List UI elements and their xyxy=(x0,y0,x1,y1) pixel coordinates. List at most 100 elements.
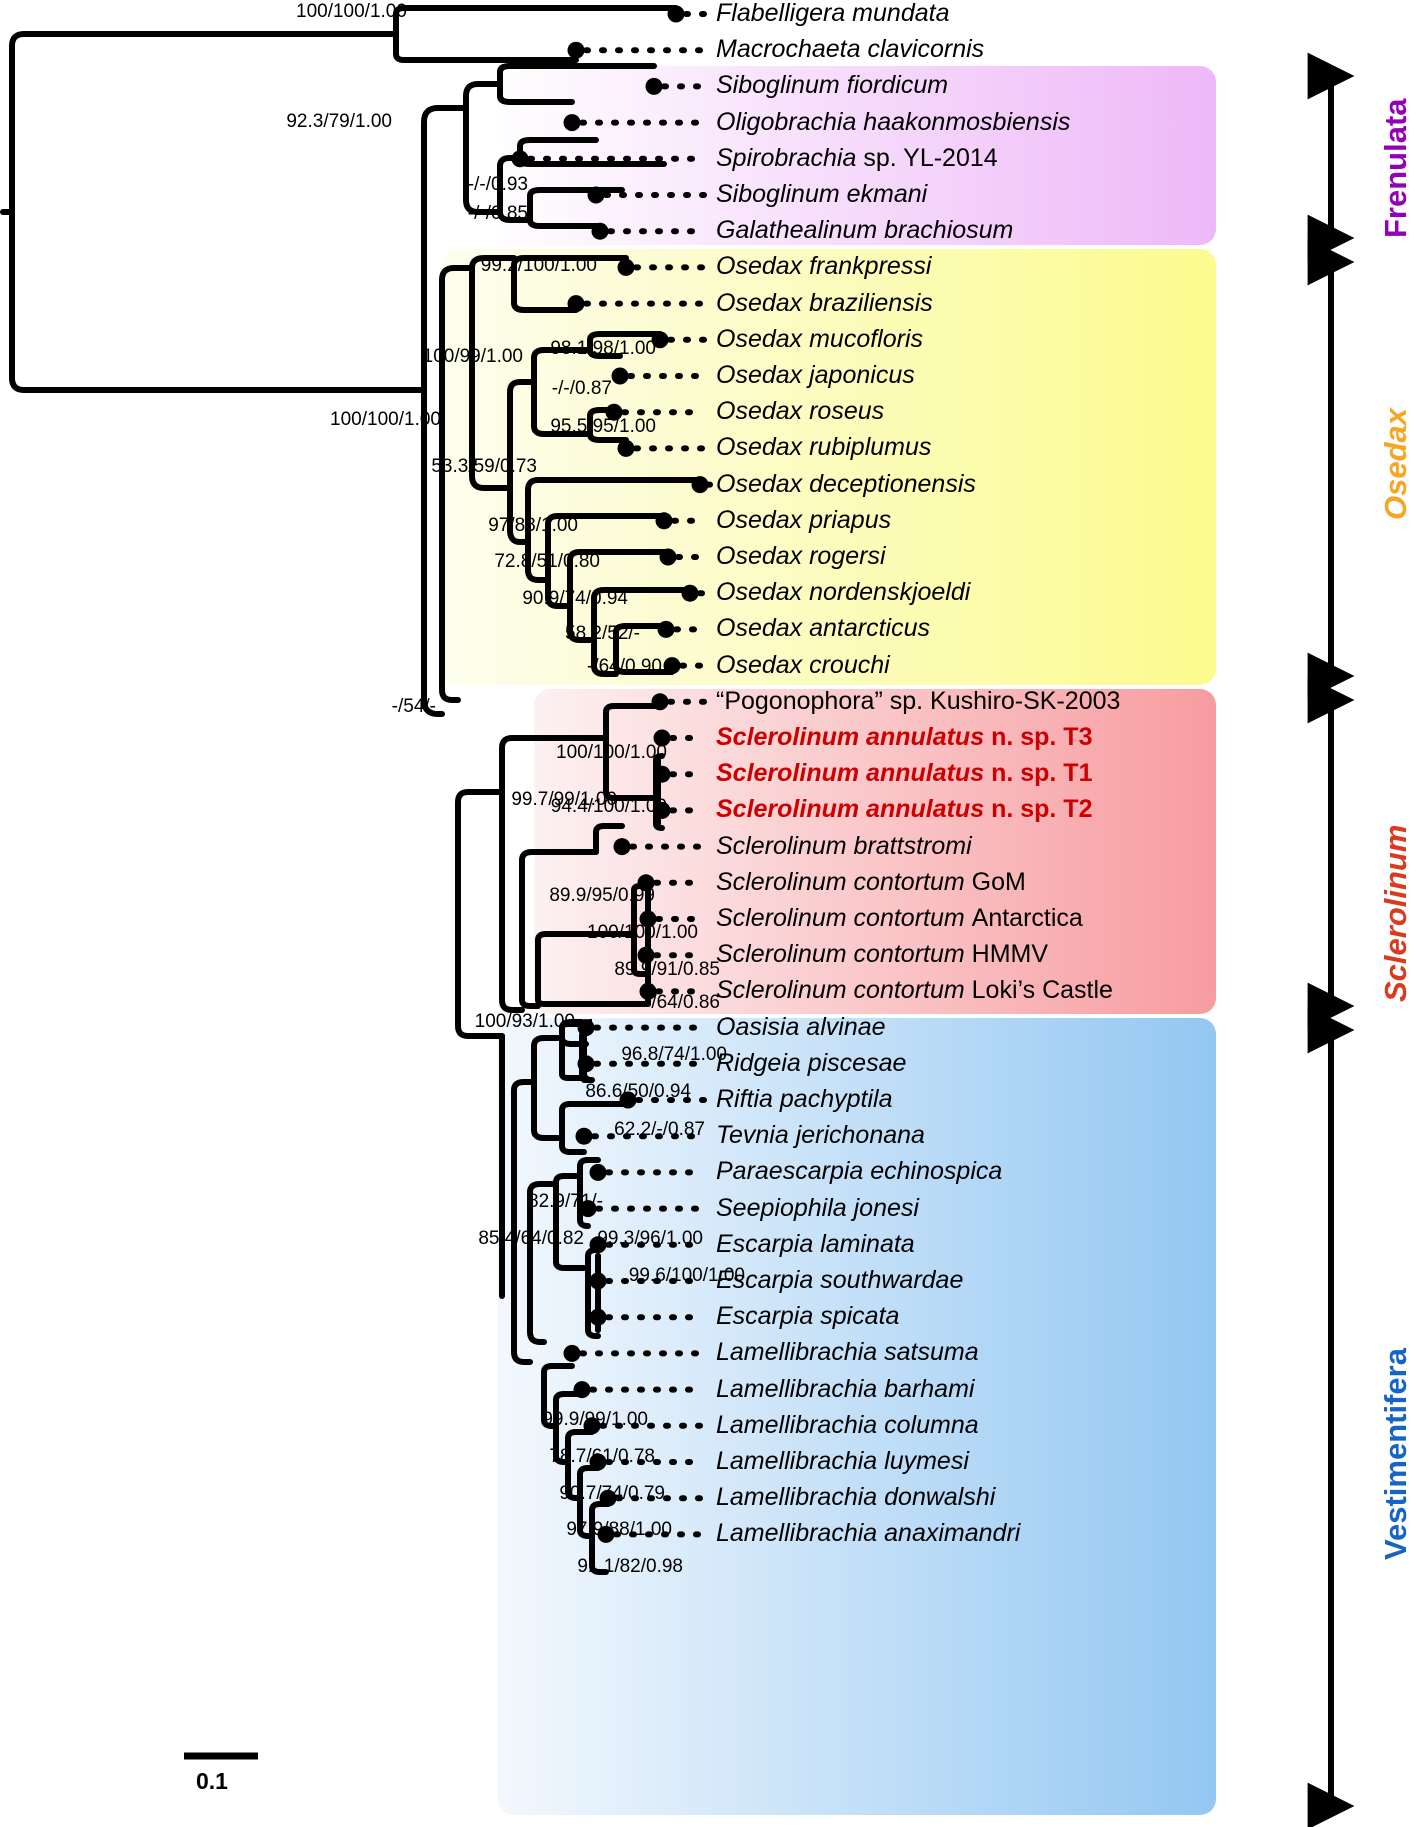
taxon-label: Lamellibrachia barhami xyxy=(716,1374,975,1403)
clade-label-osedax: Osedax xyxy=(1378,407,1413,520)
tree-node-dot xyxy=(667,5,685,23)
tree-node-dot xyxy=(583,1417,601,1435)
taxon-label: Osedax braziliensis xyxy=(716,288,933,317)
support-value-siboglinidae-root: 100/100/1.00 xyxy=(330,409,441,430)
taxon-label: Paraescarpia echinospica xyxy=(716,1157,1003,1186)
taxon-label: Osedax crouchi xyxy=(716,650,890,679)
support-value-vest-node-866: 86.6/50/0.94 xyxy=(585,1081,691,1102)
taxon-label: Osedax antarcticus xyxy=(716,614,930,643)
tree-node-dot xyxy=(567,295,585,313)
tree-node-dot xyxy=(563,1344,581,1362)
taxon-label: Osedax mucofloris xyxy=(716,324,924,353)
support-value-vest-lam-907: 90.7/74/0.79 xyxy=(559,1483,665,1504)
tree-node-dot xyxy=(659,548,677,566)
support-value-osedax-node-728: 72.8/51/0.80 xyxy=(494,551,600,572)
tree-node-dot xyxy=(651,693,669,711)
taxon-label: Escarpia laminata xyxy=(716,1229,915,1258)
tree-node-dot xyxy=(589,1453,607,1471)
taxon-label: Tevnia jerichonana xyxy=(716,1121,925,1150)
support-value-vest-node-829: 82.9/71/- xyxy=(528,1191,603,1212)
taxon-label: Sclerolinum contortum Loki’s Castle xyxy=(716,976,1113,1005)
tree-node-dot xyxy=(577,1019,595,1037)
tree-node-dot xyxy=(617,258,635,276)
clade-bg-sclerolinum xyxy=(534,689,1216,1014)
taxon-label: Oligobrachia haakonmosbiensis xyxy=(716,107,1071,136)
tree-node-dot xyxy=(577,1055,595,1073)
clade-label-vestimentifera: Vestimentifera xyxy=(1378,1348,1413,1560)
taxon-label: Sclerolinum contortum Antarctica xyxy=(716,904,1083,932)
tree-node-dot xyxy=(589,1236,607,1254)
tree-node-dot xyxy=(563,114,581,132)
taxon-label: Sclerolinum brattstromi xyxy=(716,831,972,860)
taxon-label: Flabelligera mundata xyxy=(716,0,950,27)
taxon-label: Riftia pachyptila xyxy=(716,1085,893,1113)
clade-bg-vestimentifera xyxy=(498,1018,1216,1815)
tree-node-dot xyxy=(597,1525,615,1543)
tree-node-dot xyxy=(657,620,675,638)
tree-node-dot xyxy=(591,222,609,240)
taxon-label: Lamellibrachia satsuma xyxy=(716,1338,979,1367)
tree-node-dot xyxy=(655,512,673,530)
tree-node-dot xyxy=(653,729,671,747)
tree-node-dot xyxy=(651,331,669,349)
taxon-label: Seepiophila jonesi xyxy=(716,1193,919,1222)
taxon-label: Escarpia southwardae xyxy=(716,1266,964,1294)
support-value-frenulata-node2: -/-/0.93 xyxy=(467,174,528,195)
tree-node-dot xyxy=(589,1308,607,1326)
support-value-osedax-node-97: 97/88/1.00 xyxy=(488,515,578,536)
support-value-osedax-mucofloris: 98.1/98/1.00 xyxy=(550,338,656,359)
tree-node-dot xyxy=(653,801,671,819)
support-value-frenulata-node3: -/-/0.85 xyxy=(467,203,528,224)
tree-node-dot xyxy=(511,150,529,168)
tree-node-dot xyxy=(573,1381,591,1399)
tree-node-dot xyxy=(619,1091,637,1109)
clade-backgrounds xyxy=(442,66,1216,1815)
support-value-vest-lam-979: 97.9/88/1.00 xyxy=(566,1519,672,1540)
tree-node-dot xyxy=(639,910,657,928)
support-value-vest-node-996: 99.6/100/1.00 xyxy=(628,1265,745,1286)
tree-node-dot xyxy=(575,1127,593,1145)
clade-bg-frenulata xyxy=(482,66,1216,245)
taxon-label: Galathealinum brachiosum xyxy=(716,216,1014,245)
tree-node-dot xyxy=(637,946,655,964)
taxon-label: Osedax nordenskjoeldi xyxy=(716,578,971,607)
taxon-label: Osedax rogersi xyxy=(716,542,886,570)
taxon-label: Siboglinum ekmani xyxy=(716,180,928,208)
support-value-osedax-node-909: 90.9/74/0.94 xyxy=(522,588,628,609)
support-value-vest-lam-911: 91.1/82/0.98 xyxy=(577,1556,683,1577)
taxon-label: Lamellibrachia donwalshi xyxy=(716,1483,996,1512)
clade-label-sclerolinum: Sclerolinum xyxy=(1378,824,1413,1002)
support-value-sclero-node-64: -/64/0.86 xyxy=(645,992,720,1013)
support-value-osedax-subA: 99.2/100/1.00 xyxy=(480,255,597,276)
tree-node-dot xyxy=(613,838,631,856)
taxon-label: Sclerolinum contortum GoM xyxy=(716,867,1026,896)
tree-node-dot xyxy=(653,765,671,783)
taxon-label: Osedax rubiplumus xyxy=(716,433,932,462)
taxon-label: Osedax priapus xyxy=(716,505,892,534)
taxon-label: Oasisia alvinae xyxy=(716,1012,886,1041)
support-value-vest-oasisia: 96.8/74/1.00 xyxy=(621,1044,727,1065)
taxon-label: Siboglinum fiordicum xyxy=(716,71,949,100)
support-value-vest-node-993: 99.3/96/1.00 xyxy=(597,1228,703,1249)
support-value-vest-root: 100/93/1.00 xyxy=(474,1011,575,1032)
support-value-sclero-crown: 99.7/99/1.00 xyxy=(511,789,617,810)
support-value-vest-lam-787: 78.7/61/0.78 xyxy=(549,1446,655,1467)
support-value-osedax-node-64: -/64/0.90 xyxy=(587,656,662,677)
taxon-label: Ridgeia piscesae xyxy=(716,1048,907,1077)
tree-branches xyxy=(0,5,703,1575)
support-value-osedax-node-087: -/-/0.87 xyxy=(551,378,612,399)
support-value-sclero-node-100: 100/100/1.00 xyxy=(587,922,698,943)
support-value-osedax-node-5333: 53.3/59/0.73 xyxy=(431,456,537,477)
support-value-osedax-node-582: 58.2/52/- xyxy=(565,623,640,644)
tree-node-dot xyxy=(599,1489,617,1507)
support-value-frenulata-crown: 92.3/79/1.00 xyxy=(286,111,392,132)
taxon-label: Sclerolinum contortum HMMV xyxy=(716,940,1049,969)
tree-node-dot xyxy=(611,367,629,385)
terminal-branches xyxy=(511,5,713,1543)
tree-node-dot xyxy=(589,1163,607,1181)
support-value-sclero-node-899a: 89.9/95/0.99 xyxy=(549,885,655,906)
taxon-label: Osedax deceptionensis xyxy=(716,469,976,498)
taxon-label: Escarpia spicata xyxy=(716,1302,900,1331)
